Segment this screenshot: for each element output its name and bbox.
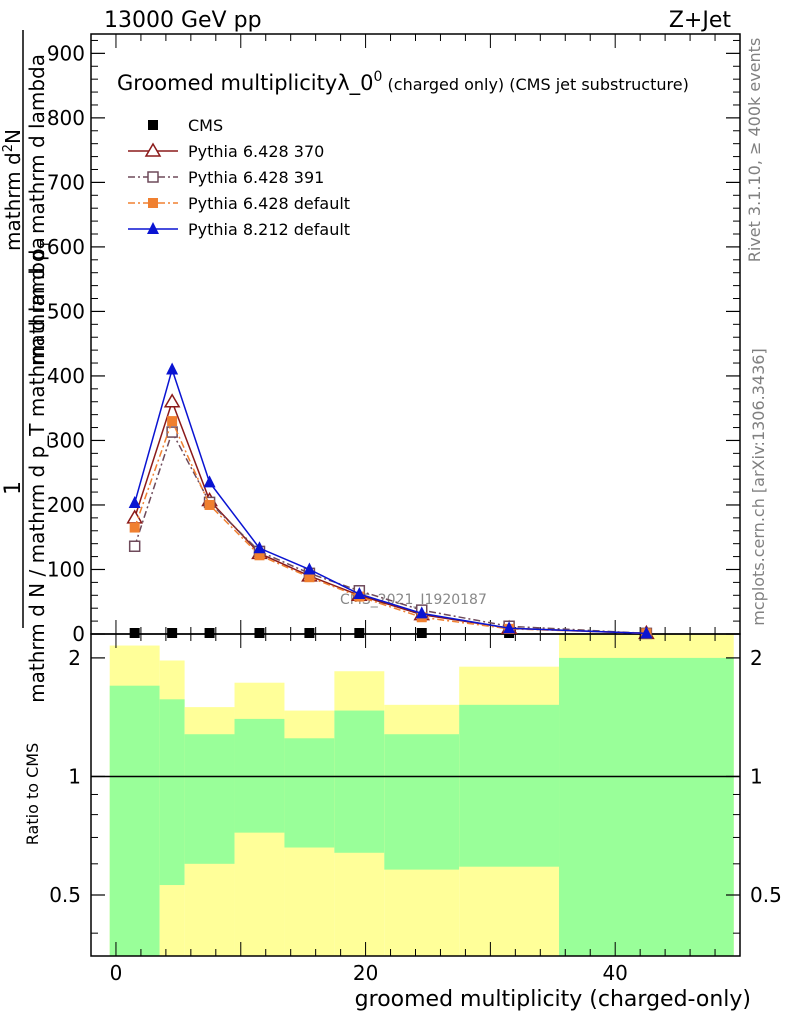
point-py6_default-1 <box>167 416 178 427</box>
ratio-band-inner-2 <box>184 734 235 864</box>
ratio-band-inner-5 <box>334 710 385 853</box>
header-left: 13000 GeV pp <box>104 8 262 33</box>
point-cms-1 <box>167 628 178 638</box>
legend-item-py8_default: Pythia 8.212 default <box>128 220 350 239</box>
y-tick-label-700: 700 <box>47 170 85 194</box>
ratio-y-tick-right-2: 2 <box>750 646 763 670</box>
point-cms-6 <box>416 628 427 638</box>
point-py8_default-8 <box>640 626 653 639</box>
main-series <box>126 362 655 640</box>
legend-label-cms: CMS <box>188 116 223 135</box>
ratio-y-tick-right-1: 1 <box>750 764 763 788</box>
x-axis-label: groomed multiplicity (charged-only) <box>355 987 751 1012</box>
point-py6_370-1 <box>163 393 181 408</box>
y-tick-label-800: 800 <box>47 106 85 130</box>
point-py8_default-1 <box>166 362 179 375</box>
x-tick-label-0: 0 <box>110 961 123 985</box>
legend-marker-cms <box>148 120 158 130</box>
point-cms-5 <box>354 628 365 638</box>
ratio-y-tick-left-1: 1 <box>68 764 81 788</box>
ratio-band-inner-0 <box>109 685 160 956</box>
ratio-y-tick-right-0.5: 0.5 <box>750 883 782 907</box>
point-py6_default-0 <box>129 522 140 533</box>
plot-title: Groomed multiplicityλ_00 (charged only) … <box>117 69 689 96</box>
ratio-y-tick-left-2: 2 <box>68 646 81 670</box>
legend-item-py6_370: Pythia 6.428 370 <box>128 142 324 161</box>
legend-marker-py6_370 <box>144 142 162 157</box>
ratio-y-tick-left-0.5: 0.5 <box>49 883 81 907</box>
ratio-band-inner-8 <box>559 657 734 956</box>
series-line-py6_391 <box>133 430 647 635</box>
legend-label-py6_default: Pythia 6.428 default <box>188 194 350 213</box>
svg-text:mathrm d2N: mathrm d2N <box>1 129 25 251</box>
legend-label-py6_391: Pythia 6.428 391 <box>188 168 324 187</box>
y-tick-label-300: 300 <box>47 428 85 452</box>
legend-label-py6_370: Pythia 6.428 370 <box>188 142 324 161</box>
y-tick-label-100: 100 <box>47 557 85 581</box>
ratio-band-inner-1 <box>159 699 185 886</box>
point-py8_default-6 <box>415 606 428 619</box>
series-py8_default <box>128 362 653 639</box>
y-tick-label-400: 400 <box>47 364 85 388</box>
main-axes: 0 100 200 300 400 500 600 700 800 900 <box>47 34 740 646</box>
mcplots-label: mcplots.cern.ch [arXiv:1306.3436] <box>749 348 768 625</box>
point-py8_default-5 <box>353 587 366 599</box>
point-cms-4 <box>304 628 315 638</box>
y-tick-label-0: 0 <box>72 622 85 646</box>
x-tick-label-20: 20 <box>353 961 378 985</box>
ratio-band-inner-7 <box>459 704 560 867</box>
point-py6_default-3 <box>254 550 265 561</box>
legend-marker-py6_default <box>148 198 158 208</box>
point-py8_default-4 <box>303 562 316 575</box>
legend-item-py6_391: Pythia 6.428 391 <box>128 168 324 187</box>
header-right: Z+Jet <box>669 8 732 33</box>
y-tick-label-900: 900 <box>47 41 85 65</box>
ratio-bands <box>91 634 740 956</box>
legend: CMS Pythia 6.428 370 Pythia 6.428 391 Pythi… <box>128 116 350 239</box>
svg-text:mathrm d N / mathrm d p_T math: mathrm d N / mathrm d p_T mathrm d lambd… <box>25 237 49 703</box>
y-tick-label-200: 200 <box>47 493 85 517</box>
y-tick-label-500: 500 <box>47 299 85 323</box>
legend-marker-py6_391 <box>147 171 159 183</box>
point-py8_default-0 <box>128 496 141 509</box>
point-py8_default-7 <box>503 621 516 634</box>
ratio-axes: 0.5 0.51 12 20 20 40 <box>49 634 782 985</box>
point-cms-0 <box>129 628 140 638</box>
point-py6_default-2 <box>204 499 215 510</box>
legend-item-cms: CMS <box>148 116 223 135</box>
ratio-band-inner-4 <box>284 738 335 848</box>
ratio-band-inner-6 <box>384 734 460 870</box>
svg-text:mathrm d pT mathrm d lambda: mathrm d pT mathrm d lambda <box>25 54 54 366</box>
point-cms-3 <box>254 628 265 638</box>
point-cms-2 <box>204 628 215 638</box>
legend-label-py8_default: Pythia 8.212 default <box>188 220 350 239</box>
y-axis-label: 1 mathrm d N / mathrm d p_T mathrm d lam… <box>1 30 54 703</box>
legend-item-py6_default: Pythia 6.428 default <box>128 194 350 213</box>
ratio-y-label: Ratio to CMS <box>23 743 42 845</box>
svg-text:1: 1 <box>1 481 26 495</box>
rivet-label: Rivet 3.1.10, ≥ 400k events <box>745 38 764 263</box>
point-py6_default-4 <box>304 572 315 583</box>
x-tick-label-40: 40 <box>602 961 627 985</box>
y-tick-label-600: 600 <box>47 235 85 259</box>
point-py8_default-3 <box>253 541 266 554</box>
point-py6_391-0 <box>128 540 141 553</box>
point-py8_default-2 <box>203 475 216 488</box>
legend-marker-py8_default <box>147 222 159 234</box>
